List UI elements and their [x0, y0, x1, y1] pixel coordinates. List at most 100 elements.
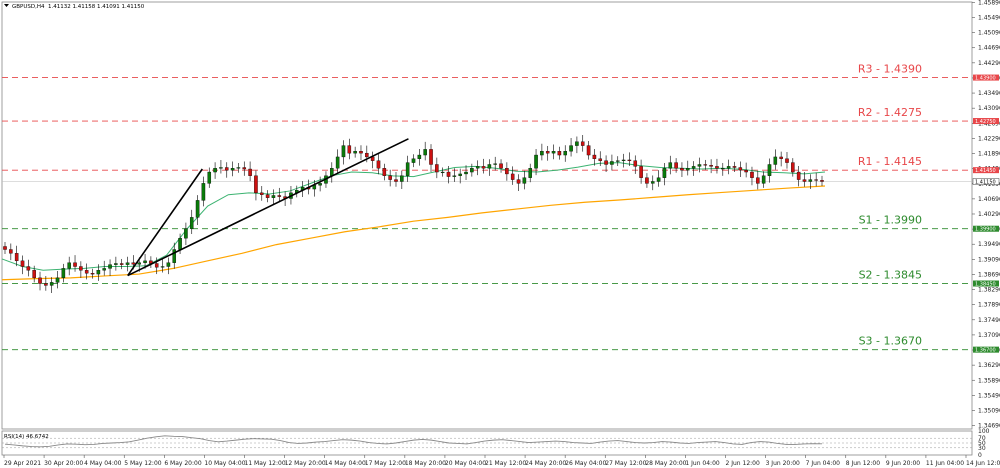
- candle-bearish: [365, 152, 369, 158]
- time-tick-label: 26 May 04:00: [565, 460, 606, 467]
- candle-bearish: [359, 151, 363, 154]
- candle-bullish: [621, 159, 626, 161]
- time-tick-label: 28 May 20:00: [645, 460, 686, 467]
- price-tick-label: 1.34690: [978, 423, 1000, 430]
- candle-bullish: [236, 167, 241, 169]
- candle-bullish: [230, 168, 235, 171]
- level-price-tag: [973, 118, 999, 125]
- candle-bullish: [808, 179, 813, 182]
- time-tick-label: 14 May 04:00: [325, 460, 366, 467]
- candle-bullish: [569, 145, 573, 152]
- time-tick-label: 18 May 20:00: [405, 460, 446, 467]
- level-price-tag: [973, 167, 999, 174]
- candle-bearish: [744, 169, 748, 173]
- level-price-tag-label: 1.41450: [975, 168, 996, 174]
- time-tick-label: 10 May 04:00: [204, 460, 245, 467]
- rsi-tick-label: 50: [978, 440, 986, 447]
- candle-bearish: [435, 164, 439, 173]
- candle-bearish: [277, 195, 282, 197]
- candle-bearish: [382, 168, 387, 176]
- candle-bearish: [90, 273, 95, 275]
- level-price-tag: [973, 346, 999, 353]
- candle-bullish: [721, 168, 725, 170]
- price-tick-label: 1.43090: [978, 105, 1000, 112]
- symbol-dropdown-icon[interactable]: [4, 4, 9, 7]
- time-tick-label: 4 May 04:00: [84, 460, 122, 467]
- candle-bearish: [376, 160, 381, 169]
- candle-bullish: [773, 156, 778, 165]
- candle-bullish: [318, 183, 322, 186]
- level-label: R1 - 1.4145: [858, 155, 922, 168]
- candle-bearish: [154, 263, 159, 268]
- candle-bullish: [102, 268, 106, 271]
- level-label: R2 - 1.4275: [858, 106, 922, 119]
- candle-bullish: [49, 282, 54, 286]
- price-tick-label: 1.45890: [978, 0, 1000, 6]
- candle-bearish: [32, 270, 36, 279]
- price-tick-label: 1.37490: [978, 317, 1000, 324]
- candle-bullish: [405, 162, 410, 176]
- price-tick-label: 1.37890: [978, 302, 1000, 309]
- candle-bearish: [446, 171, 451, 177]
- candle-bullish: [114, 263, 118, 265]
- candle-bearish: [516, 179, 521, 184]
- candle-bearish: [580, 141, 585, 146]
- candle-bearish: [627, 159, 632, 161]
- candle-bearish: [73, 262, 77, 267]
- price-tick-label: 1.38290: [978, 287, 1000, 294]
- candle-bullish: [563, 151, 568, 156]
- price-tick-label: 1.39490: [978, 241, 1000, 248]
- price-tick-label: 1.37090: [978, 332, 1000, 339]
- price-tick-label: 1.35490: [978, 392, 1000, 399]
- candle-bullish: [335, 156, 340, 169]
- candle-bullish: [534, 154, 538, 169]
- candle-bullish: [615, 160, 620, 162]
- trendline: [127, 138, 409, 277]
- candle-bearish: [347, 145, 352, 154]
- candle-bullish: [108, 264, 112, 269]
- level-price-tag-label: 1.38450: [975, 281, 996, 287]
- candle-bearish: [259, 192, 264, 195]
- candle-bullish: [166, 262, 171, 267]
- level-price-tag: [973, 74, 999, 81]
- candle-bullish: [411, 158, 416, 163]
- candle-bearish: [779, 156, 783, 159]
- candle-bullish: [767, 164, 772, 176]
- candle-bullish: [522, 177, 527, 184]
- candle-bullish: [668, 162, 673, 169]
- candle-bullish: [195, 200, 200, 218]
- candle-bearish: [429, 149, 433, 165]
- candle-bullish: [67, 262, 71, 269]
- time-tick-label: 24 May 20:00: [525, 460, 566, 467]
- candle-bearish: [119, 263, 124, 265]
- price-tick-label: 1.36290: [978, 362, 1000, 369]
- time-tick-label: 2 Jun 12:00: [726, 460, 760, 467]
- level-price-tag-label: 1.39900: [975, 227, 996, 233]
- level-price-tag-label: 1.36700: [975, 347, 996, 353]
- candle-bearish: [814, 179, 818, 181]
- time-tick-label: 9 Jun 20:00: [886, 460, 920, 467]
- price-tick-label: 1.44290: [978, 60, 1000, 67]
- candle-bearish: [715, 166, 719, 169]
- candle-bearish: [802, 179, 807, 182]
- rsi-label: RSI(14) 46.6742: [4, 434, 49, 440]
- candle-bearish: [592, 154, 597, 159]
- level-label: S3 - 1.3670: [859, 335, 922, 348]
- level-price-tag: [973, 280, 999, 287]
- candle-bullish: [184, 228, 188, 239]
- candle-bearish: [598, 158, 603, 161]
- symbol-label: GBPUSD,H4: [12, 4, 45, 10]
- candle-bullish: [662, 168, 667, 178]
- price-tick-label: 1.44690: [978, 45, 1000, 52]
- candle-bullish: [400, 175, 404, 182]
- candle-bearish: [20, 260, 25, 267]
- candle-bullish: [172, 249, 177, 263]
- candle-bearish: [796, 171, 801, 180]
- candle-bearish: [242, 167, 247, 170]
- time-tick-label: 7 Jun 04:00: [806, 460, 840, 467]
- candle-bullish: [137, 262, 142, 265]
- time-tick-label: 17 May 12:00: [365, 460, 406, 467]
- time-tick-label: 20 May 04:00: [445, 460, 486, 467]
- price-tick-label: 1.40290: [978, 211, 1000, 218]
- candle-bearish: [586, 145, 591, 156]
